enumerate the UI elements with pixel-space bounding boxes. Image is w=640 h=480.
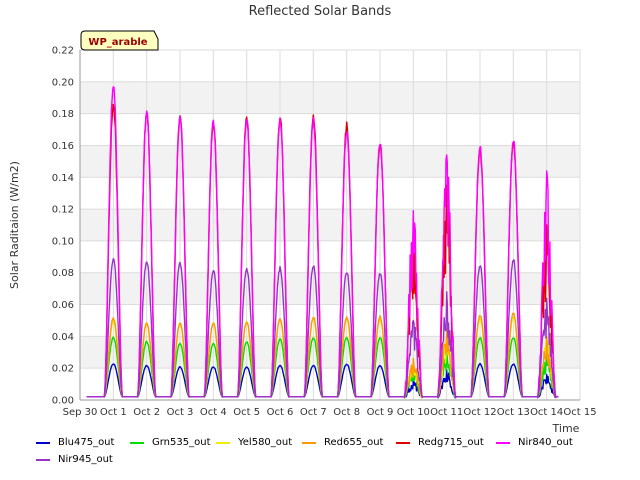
series-layer [86, 86, 559, 399]
x-tick-label: Sep 30 [63, 407, 98, 418]
x-tick-label: Oct 14 [530, 407, 563, 418]
legend-swatch [396, 441, 410, 444]
x-tick-label: Oct 15 [563, 407, 596, 418]
x-axis-label: Time [552, 422, 580, 435]
legend-label: Grn535_out [152, 437, 211, 448]
legend-overflow: Nir945_out [36, 454, 113, 465]
y-tick-label: 0.12 [52, 205, 74, 216]
legend-swatch [496, 441, 510, 444]
series-line-nir945-out [86, 258, 559, 399]
chart-title: Reflected Solar Bands [249, 4, 392, 19]
y-tick-label: 0.04 [52, 332, 74, 343]
legend-label: Nir945_out [58, 454, 113, 465]
x-tick-label: Oct 2 [133, 407, 160, 418]
y-tick-label: 0.00 [52, 396, 74, 407]
grid-lines [79, 49, 581, 401]
legend-item: Red655_out [302, 437, 396, 448]
legend-item: Grn535_out [130, 437, 216, 448]
y-tick-label: 0.06 [52, 300, 74, 311]
legend-item: Redg715_out [396, 437, 496, 448]
x-tick-label: Oct 3 [167, 407, 194, 418]
y-tick-label: 0.18 [52, 109, 74, 120]
legend-item: Yel580_out [216, 437, 302, 448]
x-tick-label: Oct 8 [333, 407, 360, 418]
x-tick-label: Oct 1 [100, 407, 127, 418]
legend-label: Red655_out [324, 437, 384, 448]
y-tick-label: 0.20 [52, 77, 74, 88]
y-tick-label: 0.08 [52, 268, 74, 279]
x-tick-label: Oct 10 [397, 407, 430, 418]
legend-swatch [36, 458, 50, 461]
legend-item: Blu475_out [36, 437, 130, 448]
y-tick-label: 0.22 [52, 46, 74, 57]
legend-item: Nir840_out [496, 437, 586, 448]
legend-label: Blu475_out [58, 437, 115, 448]
legend: Blu475_out Grn535_out Yel580_out Red655_out… [36, 437, 586, 448]
y-tick-label: 0.16 [52, 141, 74, 152]
plot-background [80, 50, 580, 400]
y-tick-label: 0.14 [52, 173, 74, 184]
legend-label: Yel580_out [238, 437, 293, 448]
x-tick-label: Oct 11 [430, 407, 463, 418]
x-tick-label: Oct 5 [233, 407, 260, 418]
legend-swatch [216, 441, 230, 444]
x-tick-label: Oct 12 [463, 407, 496, 418]
legend-swatch [36, 441, 50, 444]
site-label: WP_arable [88, 37, 147, 48]
axes: 0.00 0.02 0.04 0.06 0.08 0.10 0.12 0.14 0.16 0.18… [52, 46, 597, 419]
legend-swatch [130, 441, 144, 444]
y-tick-label: 0.10 [52, 236, 74, 247]
site-label-box: WP_arable [80, 30, 159, 51]
x-tick-label: Oct 6 [267, 407, 294, 418]
x-tick-label: Oct 9 [367, 407, 394, 418]
x-tick-label: Oct 7 [300, 407, 327, 418]
y-axis-label: Solar Raditaion (W/m2) [8, 161, 21, 289]
legend-item: Nir945_out [36, 454, 113, 465]
x-tick-label: Oct 13 [497, 407, 530, 418]
legend-swatch [302, 441, 316, 444]
x-tick-label: Oct 4 [200, 407, 227, 418]
legend-label: Nir840_out [518, 437, 573, 448]
legend-label: Redg715_out [418, 437, 484, 448]
y-tick-label: 0.02 [52, 364, 74, 375]
